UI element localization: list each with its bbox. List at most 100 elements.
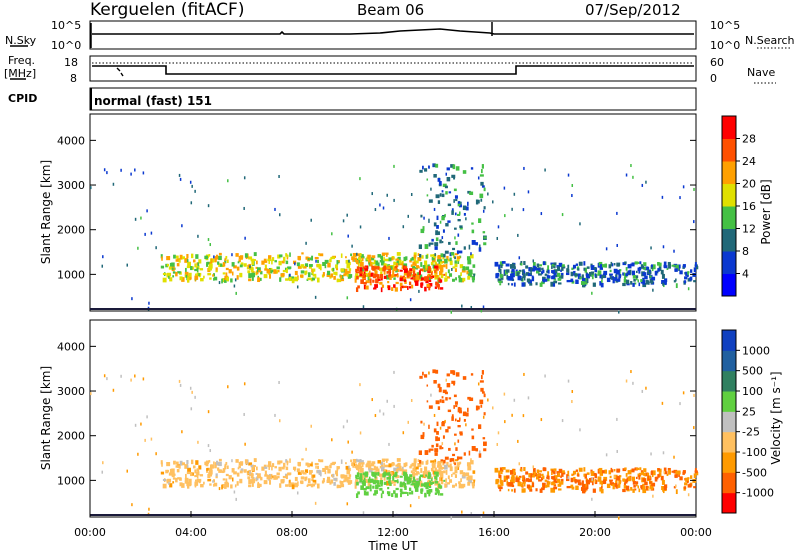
power-echo xyxy=(379,281,383,285)
colorbar-segment xyxy=(722,452,736,473)
velocity-echo xyxy=(315,465,317,469)
velocity-echo xyxy=(657,474,660,478)
velocity-echo xyxy=(505,469,510,473)
velocity-echo xyxy=(679,476,683,481)
power-echo xyxy=(446,167,450,171)
velocity-echo xyxy=(695,471,699,476)
power-echo xyxy=(410,264,413,268)
velocity-echo xyxy=(639,467,642,471)
power-echo xyxy=(402,275,405,278)
power-echo xyxy=(622,282,626,287)
power-echo xyxy=(404,271,408,275)
velocity-echo xyxy=(176,469,180,473)
velocity-echo xyxy=(423,422,425,426)
power-echo xyxy=(436,225,439,229)
velocity-echo xyxy=(233,490,236,494)
power-echo xyxy=(557,272,560,277)
power-echo xyxy=(364,268,369,271)
power-echo xyxy=(591,275,594,280)
power-echo xyxy=(448,241,451,245)
velocity-echo xyxy=(619,475,622,478)
power-echo xyxy=(457,233,460,237)
velocity-echo xyxy=(600,470,603,476)
power-echo xyxy=(388,257,392,262)
power-echo xyxy=(506,269,510,273)
power-echo xyxy=(601,279,603,283)
power-echo xyxy=(356,252,358,256)
power-echo xyxy=(522,273,526,278)
velocity-echo xyxy=(511,413,513,417)
velocity-echo xyxy=(452,453,456,457)
velocity-echo xyxy=(616,449,618,453)
velocity-echo xyxy=(224,481,229,487)
power-echo xyxy=(169,277,173,282)
velocity-echo xyxy=(144,438,146,442)
power-echo xyxy=(375,260,379,266)
power-echo xyxy=(544,168,546,172)
power-echo xyxy=(368,277,371,280)
power-echo xyxy=(586,278,589,283)
power-echo xyxy=(448,191,452,194)
power-echo xyxy=(395,263,399,268)
power-echo xyxy=(577,273,581,276)
velocity-echo xyxy=(360,460,364,463)
velocity-echo xyxy=(300,470,305,474)
velocity-echo xyxy=(307,483,312,487)
velocity-echo xyxy=(552,481,555,486)
power-echo xyxy=(425,268,427,271)
power-echo xyxy=(342,219,345,223)
power-echo xyxy=(146,209,148,213)
velocity-echo xyxy=(259,483,262,487)
power-echo xyxy=(436,215,439,221)
velocity-echo xyxy=(601,470,605,474)
velocity-echo xyxy=(374,490,378,494)
power-echo xyxy=(648,281,650,285)
velocity-echo xyxy=(497,431,500,435)
power-echo xyxy=(175,271,178,277)
power-echo xyxy=(348,259,350,263)
freq-frame xyxy=(89,55,697,82)
power-echo xyxy=(580,281,585,285)
velocity-echo xyxy=(613,474,618,480)
power-echo xyxy=(243,263,247,267)
velocity-echo xyxy=(126,469,129,473)
velocity-echo xyxy=(419,474,424,478)
power-echo xyxy=(603,270,608,275)
power-echo xyxy=(600,264,603,270)
power-echo xyxy=(598,261,603,266)
power-echo xyxy=(654,270,658,276)
velocity-echo xyxy=(584,473,587,479)
power-echo xyxy=(420,282,424,286)
velocity-echo xyxy=(675,484,677,488)
velocity-echo xyxy=(458,483,463,489)
velocity-echo xyxy=(184,464,189,469)
velocity-echo xyxy=(298,463,301,467)
time-xlabel: Time UT xyxy=(367,539,418,553)
velocity-echo xyxy=(386,472,391,476)
velocity-echo xyxy=(492,406,494,410)
velocity-echo xyxy=(651,487,653,490)
velocity-echo xyxy=(622,478,626,482)
colorbar-tick-label: -25 xyxy=(742,426,760,439)
velocity-echo xyxy=(440,493,444,496)
power-echo xyxy=(460,272,462,277)
colorbar-frame xyxy=(721,329,737,514)
velocity-echo xyxy=(195,460,199,465)
power-echo xyxy=(430,254,434,257)
power-echo xyxy=(407,286,409,290)
power-echo xyxy=(536,263,540,268)
power-echo xyxy=(351,256,354,261)
power-echo xyxy=(348,268,352,271)
power-echo xyxy=(394,266,397,270)
power-echo xyxy=(561,272,564,277)
velocity-echo xyxy=(445,469,448,475)
velocity-echo xyxy=(472,470,476,474)
power-echo xyxy=(422,226,425,231)
power-echo xyxy=(196,262,199,266)
power-echo xyxy=(361,257,364,262)
power-echo xyxy=(475,199,479,205)
velocity-echo xyxy=(277,460,281,465)
velocity-echo xyxy=(447,426,451,429)
velocity-echo xyxy=(175,465,180,468)
